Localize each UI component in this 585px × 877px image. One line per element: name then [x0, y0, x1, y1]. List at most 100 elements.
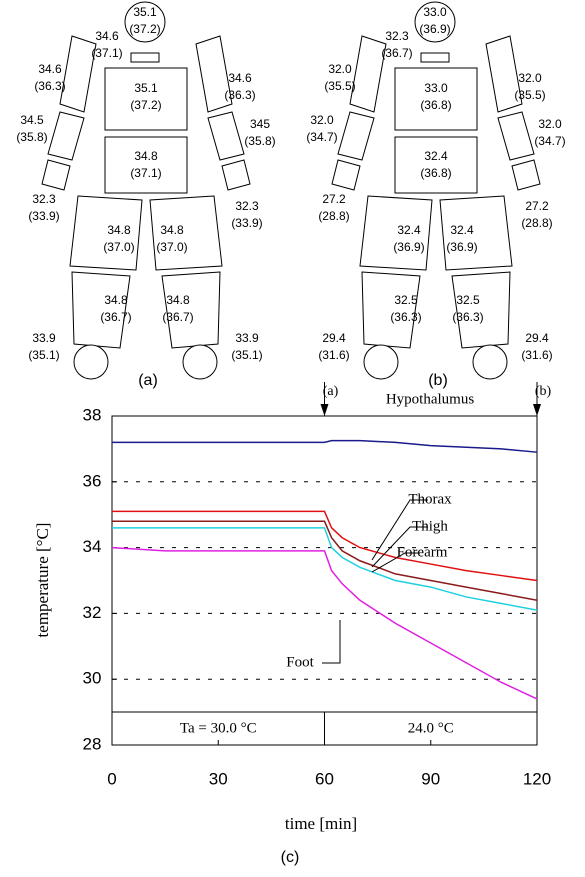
y-tick-label: 38	[83, 405, 102, 424]
x-tick-label: 0	[107, 769, 116, 788]
segment-temp: 345	[250, 117, 270, 131]
segment-temp-core: (36.7)	[100, 310, 131, 324]
segment-temp-core: (35.5)	[514, 88, 545, 102]
series-label: Forearm	[397, 544, 448, 560]
y-tick-label: 28	[83, 734, 102, 753]
segment-temp-core: (36.3)	[452, 310, 483, 324]
series-line	[112, 527, 538, 611]
x-tick-label: 120	[523, 769, 551, 788]
segment-temp: 32.0	[310, 113, 334, 127]
plot-frame	[111, 415, 538, 746]
segment-temp-core: (36.7)	[381, 46, 412, 60]
body-segment	[59, 35, 97, 113]
segment-temp: 32.0	[518, 71, 542, 85]
body-segment	[207, 111, 245, 161]
body-segment	[104, 136, 188, 194]
x-tick-label: 60	[315, 769, 334, 788]
series-label: Thorax	[408, 491, 452, 507]
body-segment	[359, 195, 433, 271]
x-tick-label: 90	[421, 769, 440, 788]
segment-temp: 32.3	[32, 192, 56, 206]
body-segment	[195, 35, 233, 113]
y-tick-label: 32	[83, 603, 102, 622]
segment-temp: 32.4	[397, 223, 421, 237]
series-line	[112, 439, 538, 453]
body-segment	[130, 52, 160, 63]
series-line	[112, 520, 538, 601]
segment-temp: 34.6	[38, 62, 62, 76]
arrow-head	[533, 404, 541, 416]
segment-temp: 33.0	[423, 5, 447, 19]
segment-temp-core: (36.7)	[162, 310, 193, 324]
segment-temp: 27.2	[322, 192, 346, 206]
body-segment	[363, 344, 399, 380]
segment-temp-core: (37.2)	[130, 98, 161, 112]
segment-temp-core: (36.9)	[393, 240, 424, 254]
segment-temp-core: (34.7)	[306, 130, 337, 144]
segment-temp-core: (28.8)	[318, 209, 349, 223]
segment-temp: 33.0	[424, 81, 448, 95]
annotation: (a)	[323, 384, 339, 399]
y-axis-label: temperature [°C]	[33, 523, 52, 638]
y-tick-label: 34	[83, 537, 102, 556]
body-diagram: 35.1 (37.2) 34.6 (37.1) 35.1 (37.2) 34.8 (37.1)…	[16, 1, 276, 389]
segment-temp: 33.9	[32, 331, 56, 345]
y-tick-label: 36	[83, 471, 102, 490]
segment-temp-core: (34.7)	[534, 134, 565, 148]
segment-temp: 32.4	[450, 223, 474, 237]
segment-temp: 35.1	[134, 81, 158, 95]
body-segment	[331, 159, 361, 191]
x-axis-label: time [min]	[285, 814, 357, 833]
leader-line	[371, 552, 420, 573]
segment-temp-core: (35.1)	[231, 348, 262, 362]
annotation: (b)	[535, 384, 552, 399]
body-segment	[149, 195, 223, 271]
segment-temp-core: (36.9)	[419, 22, 450, 36]
segment-temp: 34.6	[228, 71, 252, 85]
segment-temp-core: (28.8)	[521, 216, 552, 230]
series-label: Foot	[286, 654, 314, 670]
body-segment	[439, 195, 513, 271]
segment-temp: 27.2	[525, 199, 549, 213]
series-line	[112, 510, 538, 582]
leader-line	[371, 499, 428, 561]
body-segment	[394, 136, 478, 194]
segment-temp-core: (36.3)	[224, 88, 255, 102]
body-segment	[394, 67, 478, 131]
segment-temp: 32.5	[394, 293, 418, 307]
segment-temp: 29.4	[322, 331, 346, 345]
segment-temp: 32.3	[385, 29, 409, 43]
x-tick-label: 30	[209, 769, 228, 788]
body-segment	[104, 67, 188, 131]
caption: (b)	[428, 372, 448, 389]
segment-temp: 34.8	[160, 223, 184, 237]
segment-temp: 32.4	[424, 149, 448, 163]
segment-temp-core: (36.8)	[420, 98, 451, 112]
body-segment	[69, 195, 143, 271]
body-segment	[47, 111, 85, 161]
caption: (a)	[138, 372, 158, 389]
segment-temp-core: (35.1)	[28, 348, 59, 362]
body-segment	[414, 1, 456, 43]
segment-temp: 34.8	[134, 149, 158, 163]
leader-line	[371, 526, 428, 568]
segment-temp-core: (37.1)	[91, 46, 122, 60]
segment-temp: 29.4	[525, 331, 549, 345]
series-line	[111, 546, 538, 700]
segment-temp-core: (35.5)	[324, 79, 355, 93]
body-segment	[71, 271, 131, 349]
segment-temp: 34.8	[166, 293, 190, 307]
segment-temp-core: (36.9)	[446, 240, 477, 254]
body-diagram: 33.0 (36.9) 32.3 (36.7) 33.0 (36.8) 32.4 (36.8)…	[306, 1, 566, 389]
body-segment	[420, 52, 450, 63]
segment-temp-core: (37.1)	[130, 166, 161, 180]
body-segment	[472, 344, 508, 380]
body-segment	[485, 35, 523, 113]
y-tick-label: 30	[83, 669, 102, 688]
segment-temp: 33.9	[235, 331, 259, 345]
segment-temp: 32.3	[235, 199, 259, 213]
leader-line	[322, 620, 341, 664]
body-segment	[221, 159, 251, 191]
segment-temp: 35.1	[133, 5, 157, 19]
